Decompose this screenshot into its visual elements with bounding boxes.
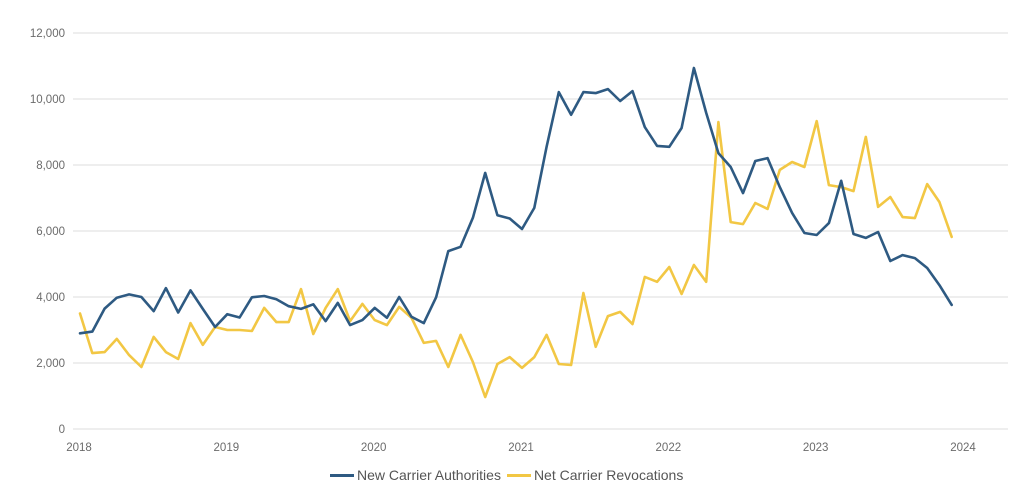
legend-item-net-carrier-revocations[interactable]: Net Carrier Revocations [506, 467, 684, 483]
x-tick-label: 2019 [214, 442, 240, 454]
legend-label: Net Carrier Revocations [533, 467, 684, 483]
y-tick-label: 12,000 [30, 28, 65, 40]
x-tick-label: 2022 [656, 442, 682, 454]
x-tick-label: 2021 [508, 442, 534, 454]
y-tick-label: 0 [59, 424, 65, 436]
legend: New Carrier Authorities Net Carrier Revo… [330, 467, 689, 483]
series-net-carrier-revocations [78, 119, 954, 399]
y-tick-label: 10,000 [30, 94, 65, 106]
x-tick-label: 2020 [361, 442, 387, 454]
y-tick-label: 8,000 [36, 160, 65, 172]
y-axis-ticks: 0 2,000 4,000 6,000 8,000 10,000 12,000 [30, 28, 65, 436]
series-lines [78, 66, 954, 399]
y-gridlines [73, 32, 1008, 430]
y-tick-label: 2,000 [36, 358, 65, 370]
x-axis-ticks: 2018 2019 2020 2021 2022 2023 2024 [66, 442, 976, 454]
x-tick-label: 2018 [66, 442, 92, 454]
y-tick-label: 6,000 [36, 226, 65, 238]
x-tick-label: 2024 [950, 442, 976, 454]
legend-label: New Carrier Authorities [357, 467, 501, 483]
legend-swatch-blue-icon [330, 473, 354, 477]
y-tick-label: 4,000 [36, 292, 65, 304]
x-tick-label: 2023 [803, 442, 829, 454]
legend-item-new-carrier-authorities[interactable]: New Carrier Authorities [330, 467, 501, 483]
legend-swatch-yellow-icon [506, 473, 531, 477]
series-new-carrier-authorities [78, 66, 954, 335]
